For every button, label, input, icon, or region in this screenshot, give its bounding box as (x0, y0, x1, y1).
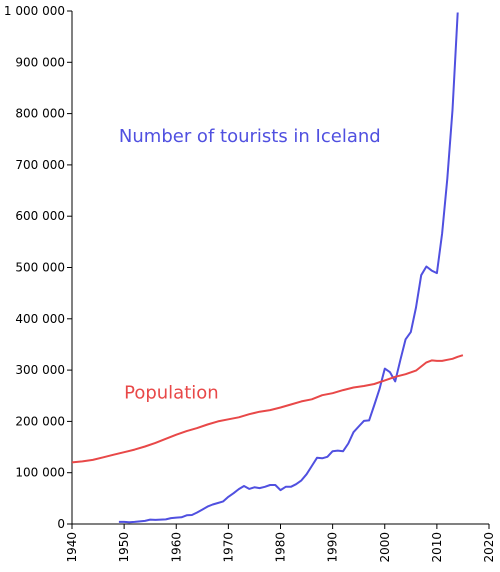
y-tick-label: 600 000 (15, 209, 65, 223)
x-axis: 1940 1950 1960 1970 1980 1990 2000 2010 2020 (65, 523, 496, 563)
series-label-tourists: Number of tourists in Iceland (119, 126, 381, 147)
series-label-population: Population (124, 382, 219, 403)
x-tick-label: 1940 (65, 532, 79, 563)
x-tick-label: 1980 (274, 532, 288, 563)
y-tick-label: 100 000 (15, 466, 65, 480)
y-tick-label: 0 (57, 517, 65, 531)
y-tick-label: 1 000 000 (4, 4, 65, 18)
x-tick-label: 2000 (378, 532, 392, 563)
y-tick-label: 300 000 (15, 363, 65, 377)
y-tick-label: 700 000 (15, 158, 65, 172)
plot-area: 0 100 000 200 000 300 000 400 000 500 000 600 … (4, 4, 496, 563)
y-tick-label: 400 000 (15, 312, 65, 326)
series-layer (71, 12, 464, 524)
x-tick-label: 1970 (221, 532, 235, 563)
x-tick-label: 1960 (169, 532, 183, 563)
y-tick-label: 800 000 (15, 107, 65, 121)
y-tick-label: 500 000 (15, 261, 65, 275)
series-labels: Number of tourists in Iceland Population (119, 126, 381, 404)
x-tick-label: 2010 (430, 532, 444, 563)
x-tick-label: 1950 (117, 532, 131, 563)
series-line-tourists (118, 12, 459, 524)
x-tick-label: 1990 (326, 532, 340, 563)
series-line-population (71, 354, 464, 464)
y-tick-label: 200 000 (15, 414, 65, 428)
y-axis: 0 100 000 200 000 300 000 400 000 500 000 600 … (4, 4, 73, 531)
x-tick-label: 2020 (482, 532, 496, 563)
y-tick-label: 900 000 (15, 55, 65, 69)
